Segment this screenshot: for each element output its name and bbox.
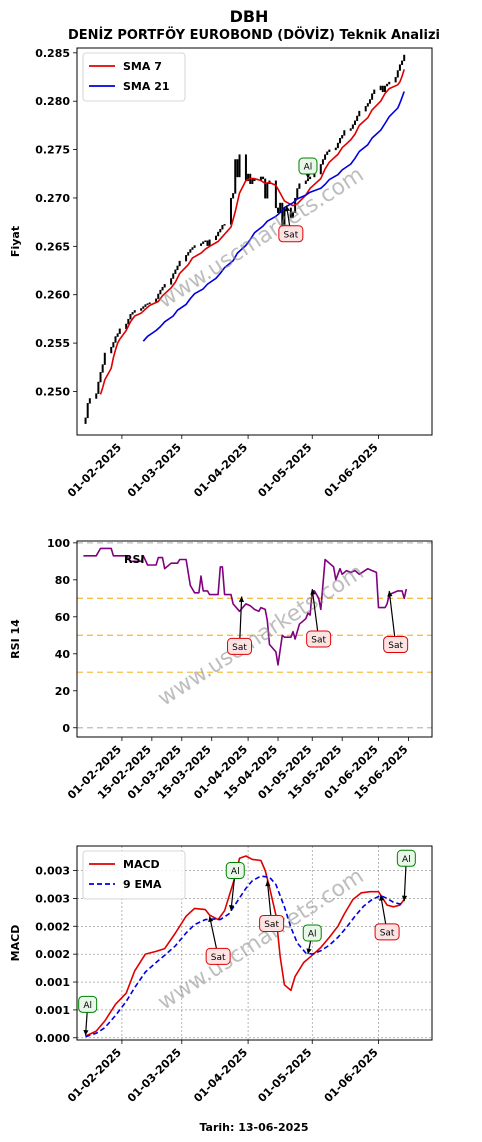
y-tick-label: 0.280 [35,95,70,108]
buy-signal-label: Al [231,867,240,877]
y-tick-label: 0.002 [35,948,70,961]
buy-signal-label: Al [402,855,411,865]
annotation-arrowhead [379,895,385,901]
x-tick-label: 01-05-2025 [255,1046,314,1105]
x-tick-label: 01-02-2025 [65,441,124,500]
y-tick-label: 0.250 [35,385,70,398]
y-tick-label: 0.285 [35,47,70,60]
y-axis-label: Fiyat [9,226,22,257]
sell-signal-box [278,225,304,243]
buy-signal-label: Al [304,163,313,173]
buy-signal-box [396,849,416,867]
annotation-arrowhead [284,205,290,212]
macd-panel: 0.000 0.001 0.001 0.002 0.002 0.003 0.003 01-02… [9,845,433,1105]
plot-frame [76,845,433,1041]
y-tick-label: 20 [55,685,71,698]
x-tick-label: 15-06-2025 [352,743,411,802]
sell-signal-label: Sat [380,928,395,938]
sell-signal-box [374,923,400,941]
annotation-arrowhead [208,916,214,923]
rsi-line [83,547,408,666]
sma21-line [142,91,405,342]
y-tick-label: 0.003 [35,892,70,905]
x-tick-label: 01-04-2025 [191,441,250,500]
buy-signal-label: Al [83,1001,92,1011]
date-footer: Tarih: 13-06-2025 [199,1121,308,1134]
buy-signal-box [78,995,98,1013]
y-tick-label: 0.001 [35,1004,70,1017]
plot-frame [76,47,433,436]
y-axis-label: RSI 14 [9,619,22,659]
y-tick-label: 60 [55,611,71,624]
annotation-arrowhead [305,173,311,179]
watermark: www.uscmarkets.com [154,864,369,1016]
sma7-line [99,69,405,395]
annotation-arrow [388,590,397,645]
legend-label: SMA 7 [123,60,162,73]
x-tick-label: 01-03-2025 [125,441,184,500]
buy-signal-label: Al [308,929,317,939]
y-tick-label: 0.265 [35,240,70,253]
annotation-arrowhead [265,880,271,887]
y-tick-label: 100 [47,537,70,550]
sell-signal-box [259,914,285,932]
watermark: www.uscmarkets.com [154,560,369,712]
sell-signal-label: Sat [283,230,298,240]
legend-box [82,52,186,102]
y-tick-label: 0.255 [35,337,70,350]
sell-signal-box [205,947,231,965]
legend-label: MACD [123,858,160,871]
watermark: www.uscmarkets.com [154,162,369,314]
sell-signal-label: Sat [311,636,326,646]
annotation-arrowhead [401,895,408,902]
annotation-arrowhead [387,590,393,597]
x-tick-label: 01-04-2025 [191,1046,250,1105]
buy-signal-box [225,862,245,880]
y-axis-label: MACD [9,925,22,962]
y-tick-label: 40 [55,648,71,661]
rsi-panel: 02040608010001-02-202515-02-202501-03-20… [9,537,433,802]
chart-title: DBH [230,7,269,26]
price-panel: 0.250 0.255 0.260 0.265 0.270 0.275 0.280 0.285… [9,47,433,500]
sell-signal-box [306,630,332,648]
annotation-arrowhead [310,589,316,595]
buy-signal-box [298,157,318,175]
annotation-arrowhead [83,1029,89,1036]
annotation-arrowhead [228,905,235,911]
x-tick-label: 01-06-2025 [322,441,381,500]
sell-signal-label: Sat [264,920,279,930]
y-tick-label: 0.001 [35,976,70,989]
sell-signal-label: Sat [232,643,247,653]
sell-signal-box [383,636,409,654]
plot-frame [76,540,433,738]
y-tick-label: 0.003 [35,865,70,878]
y-tick-label: 80 [55,574,71,587]
y-tick-label: 0 [62,722,70,735]
buy-signal-box [302,924,322,942]
sell-signal-label: Sat [388,641,403,651]
legend-box [82,850,186,900]
sell-signal-box [227,637,253,655]
x-tick-label: 01-06-2025 [322,1046,381,1105]
legend-label: 9 EMA [123,878,162,891]
y-tick-label: 0.002 [35,920,70,933]
sell-signal-label: Sat [211,953,226,963]
y-tick-label: 0.260 [35,289,70,302]
y-tick-label: 0.000 [35,1032,70,1045]
annotation-arrowhead [306,948,312,955]
legend-label: RSI [124,553,145,566]
y-tick-label: 0.270 [35,192,70,205]
x-tick-label: 01-02-2025 [65,1046,124,1105]
annotation-arrowhead [238,596,245,602]
y-tick-label: 0.275 [35,144,70,157]
x-tick-label: 01-03-2025 [125,1046,184,1105]
chart-subtitle: DENİZ PORTFÖY EUROBOND (DÖVİZ) Teknik An… [68,27,440,43]
x-tick-label: 01-05-2025 [255,441,314,500]
legend-label: SMA 21 [123,80,170,93]
macd-line [85,855,405,1037]
